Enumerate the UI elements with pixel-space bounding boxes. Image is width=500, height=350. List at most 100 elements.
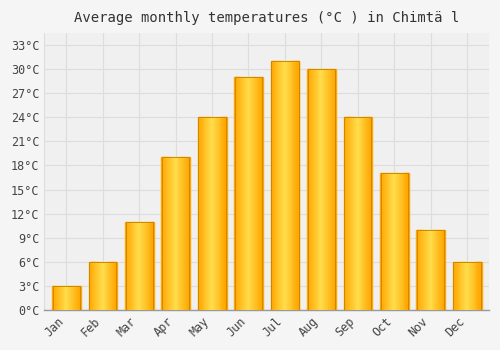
Bar: [400, 174, 401, 310]
Bar: [346, 117, 348, 310]
Bar: [102, 262, 103, 310]
Bar: [443, 230, 444, 310]
Bar: [282, 61, 284, 310]
Bar: [436, 230, 438, 310]
Bar: [52, 286, 80, 310]
Bar: [444, 230, 445, 310]
Bar: [385, 174, 386, 310]
Bar: [250, 77, 251, 310]
Bar: [172, 158, 173, 310]
Bar: [254, 77, 256, 310]
Bar: [309, 69, 310, 310]
Bar: [204, 117, 206, 310]
Bar: [418, 230, 419, 310]
Bar: [238, 77, 240, 310]
Bar: [76, 286, 77, 310]
Bar: [237, 77, 238, 310]
Bar: [344, 117, 372, 310]
Bar: [66, 286, 68, 310]
Bar: [89, 262, 117, 310]
Bar: [416, 230, 418, 310]
Bar: [99, 262, 100, 310]
Bar: [307, 69, 308, 310]
Bar: [351, 117, 352, 310]
Bar: [430, 230, 431, 310]
Bar: [212, 117, 214, 310]
Bar: [281, 61, 282, 310]
Bar: [320, 69, 321, 310]
Bar: [236, 77, 238, 310]
Bar: [401, 174, 402, 310]
Bar: [284, 61, 286, 310]
Bar: [218, 117, 220, 310]
Bar: [297, 61, 298, 310]
Bar: [206, 117, 208, 310]
Bar: [418, 230, 420, 310]
Bar: [113, 262, 114, 310]
Bar: [454, 262, 480, 310]
Bar: [312, 69, 314, 310]
Bar: [104, 262, 105, 310]
Bar: [360, 117, 361, 310]
Bar: [458, 262, 460, 310]
Bar: [271, 61, 272, 310]
Bar: [218, 117, 219, 310]
Bar: [127, 222, 128, 310]
Bar: [406, 174, 407, 310]
Bar: [239, 77, 240, 310]
Bar: [288, 61, 290, 310]
Bar: [465, 262, 466, 310]
Bar: [186, 158, 188, 310]
Bar: [74, 286, 75, 310]
Bar: [462, 262, 463, 310]
Bar: [471, 262, 472, 310]
Bar: [355, 117, 356, 310]
Bar: [308, 69, 335, 310]
Bar: [198, 117, 226, 310]
Bar: [352, 117, 354, 310]
Bar: [202, 117, 204, 310]
Bar: [417, 230, 444, 310]
Bar: [383, 174, 384, 310]
Bar: [164, 158, 166, 310]
Bar: [152, 222, 153, 310]
Bar: [90, 262, 91, 310]
Bar: [439, 230, 440, 310]
Bar: [146, 222, 148, 310]
Bar: [394, 174, 396, 310]
Bar: [178, 158, 180, 310]
Bar: [222, 117, 224, 310]
Bar: [330, 69, 331, 310]
Bar: [386, 174, 387, 310]
Bar: [290, 61, 291, 310]
Bar: [260, 77, 262, 310]
Bar: [171, 158, 172, 310]
Bar: [243, 77, 244, 310]
Bar: [397, 174, 398, 310]
Bar: [456, 262, 458, 310]
Bar: [323, 69, 324, 310]
Bar: [57, 286, 58, 310]
Bar: [253, 77, 254, 310]
Bar: [456, 262, 457, 310]
Bar: [472, 262, 474, 310]
Bar: [235, 77, 262, 310]
Bar: [88, 262, 90, 310]
Bar: [454, 262, 480, 310]
Bar: [276, 61, 277, 310]
Bar: [283, 61, 284, 310]
Bar: [276, 61, 278, 310]
Bar: [52, 286, 80, 310]
Bar: [271, 61, 298, 310]
Bar: [126, 222, 153, 310]
Bar: [324, 69, 326, 310]
Bar: [422, 230, 424, 310]
Bar: [58, 286, 59, 310]
Bar: [170, 158, 172, 310]
Bar: [428, 230, 429, 310]
Bar: [134, 222, 135, 310]
Bar: [334, 69, 336, 310]
Bar: [329, 69, 330, 310]
Bar: [362, 117, 363, 310]
Bar: [310, 69, 312, 310]
